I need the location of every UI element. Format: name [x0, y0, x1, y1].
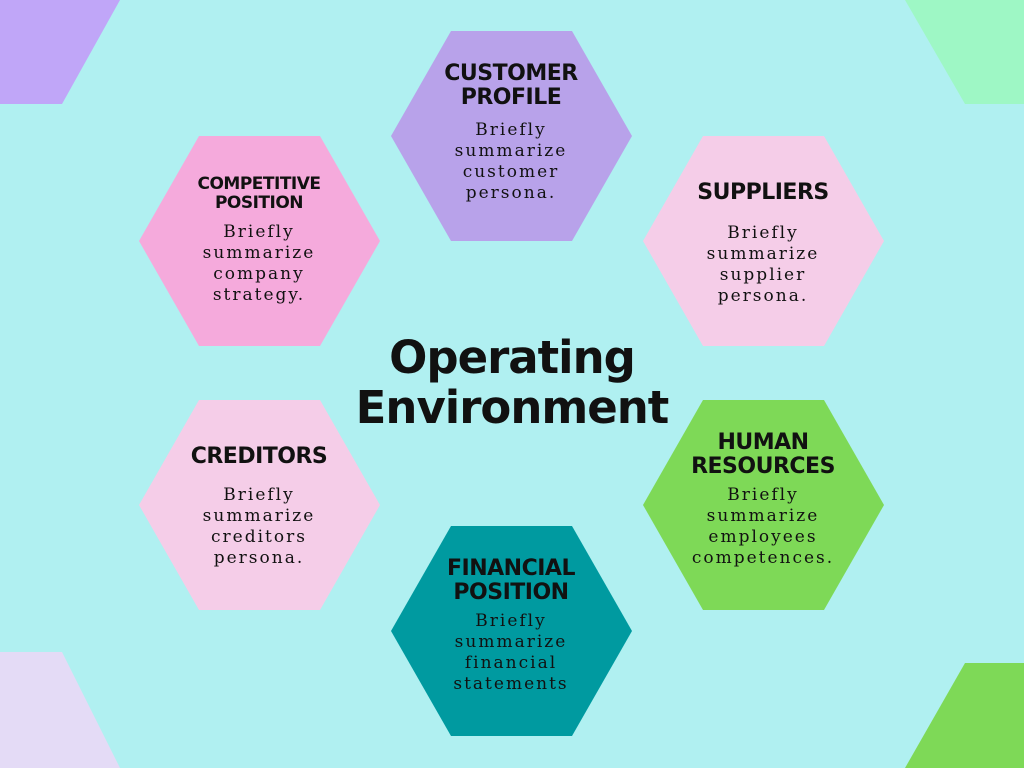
- node-creditors: CREDITORS Briefly summarize creditors pe…: [139, 444, 379, 569]
- diagram-title-line2: Environment: [355, 381, 670, 434]
- node-competitive-position-title: COMPETITIVE POSITION: [139, 175, 379, 212]
- corner-hexagon-bottom-right: [905, 663, 1024, 768]
- node-human-resources-title-line1: HUMAN: [717, 430, 809, 455]
- node-financial-position-body: Briefly summarize financial statements: [453, 611, 569, 695]
- hexagon-human-resources: [643, 400, 884, 610]
- node-suppliers: SUPPLIERS Briefly summarize supplier per…: [643, 180, 883, 307]
- node-financial-position-title-line1: FINANCIAL: [447, 556, 575, 581]
- node-human-resources-body: Briefly summarize employees competences.: [691, 485, 835, 569]
- node-customer-profile-title-line1: CUSTOMER: [444, 61, 578, 86]
- node-financial-position: FINANCIAL POSITION Briefly summarize fin…: [391, 556, 631, 695]
- node-creditors-title-line1: CREDITORS: [190, 444, 328, 469]
- node-competitive-position-body: Briefly summarize company strategy.: [202, 222, 316, 306]
- hexagon-suppliers: [643, 136, 884, 346]
- node-suppliers-title: SUPPLIERS: [643, 180, 883, 205]
- hexagon-competitive-position: [139, 136, 380, 346]
- node-competitive-position-title-line1: COMPETITIVE: [197, 174, 321, 194]
- node-competitive-position: COMPETITIVE POSITION Briefly summarize c…: [139, 175, 379, 306]
- diagram-title-line1: Operating: [389, 331, 636, 384]
- hexagon-customer-profile: [391, 31, 632, 241]
- node-human-resources-title: HUMAN RESOURCES: [643, 430, 883, 480]
- corner-hexagon-top-right: [905, 0, 1024, 104]
- node-financial-position-title: FINANCIAL POSITION: [391, 556, 631, 606]
- node-competitive-position-title-line2: POSITION: [214, 192, 304, 213]
- node-financial-position-title-line2: POSITION: [453, 580, 569, 606]
- hexagon-creditors: [139, 400, 380, 610]
- diagram-title: Operating Environment: [300, 333, 724, 433]
- node-creditors-title: CREDITORS: [139, 444, 379, 469]
- corner-hexagon-bottom-left: [0, 652, 120, 768]
- node-customer-profile: CUSTOMER PROFILE Briefly summarize custo…: [391, 61, 631, 204]
- node-customer-profile-body: Briefly summarize customer persona.: [454, 120, 568, 204]
- corner-hexagon-top-left: [0, 0, 120, 104]
- node-customer-profile-title: CUSTOMER PROFILE: [391, 61, 631, 111]
- node-creditors-body: Briefly summarize creditors persona.: [202, 485, 316, 569]
- node-customer-profile-title-line2: PROFILE: [460, 85, 562, 111]
- node-human-resources: HUMAN RESOURCES Briefly summarize employ…: [643, 430, 883, 569]
- node-suppliers-body: Briefly summarize supplier persona.: [706, 223, 820, 307]
- hexagon-financial-position: [391, 526, 632, 736]
- node-suppliers-title-line1: SUPPLIERS: [697, 180, 829, 205]
- node-human-resources-title-line2: RESOURCES: [691, 454, 835, 480]
